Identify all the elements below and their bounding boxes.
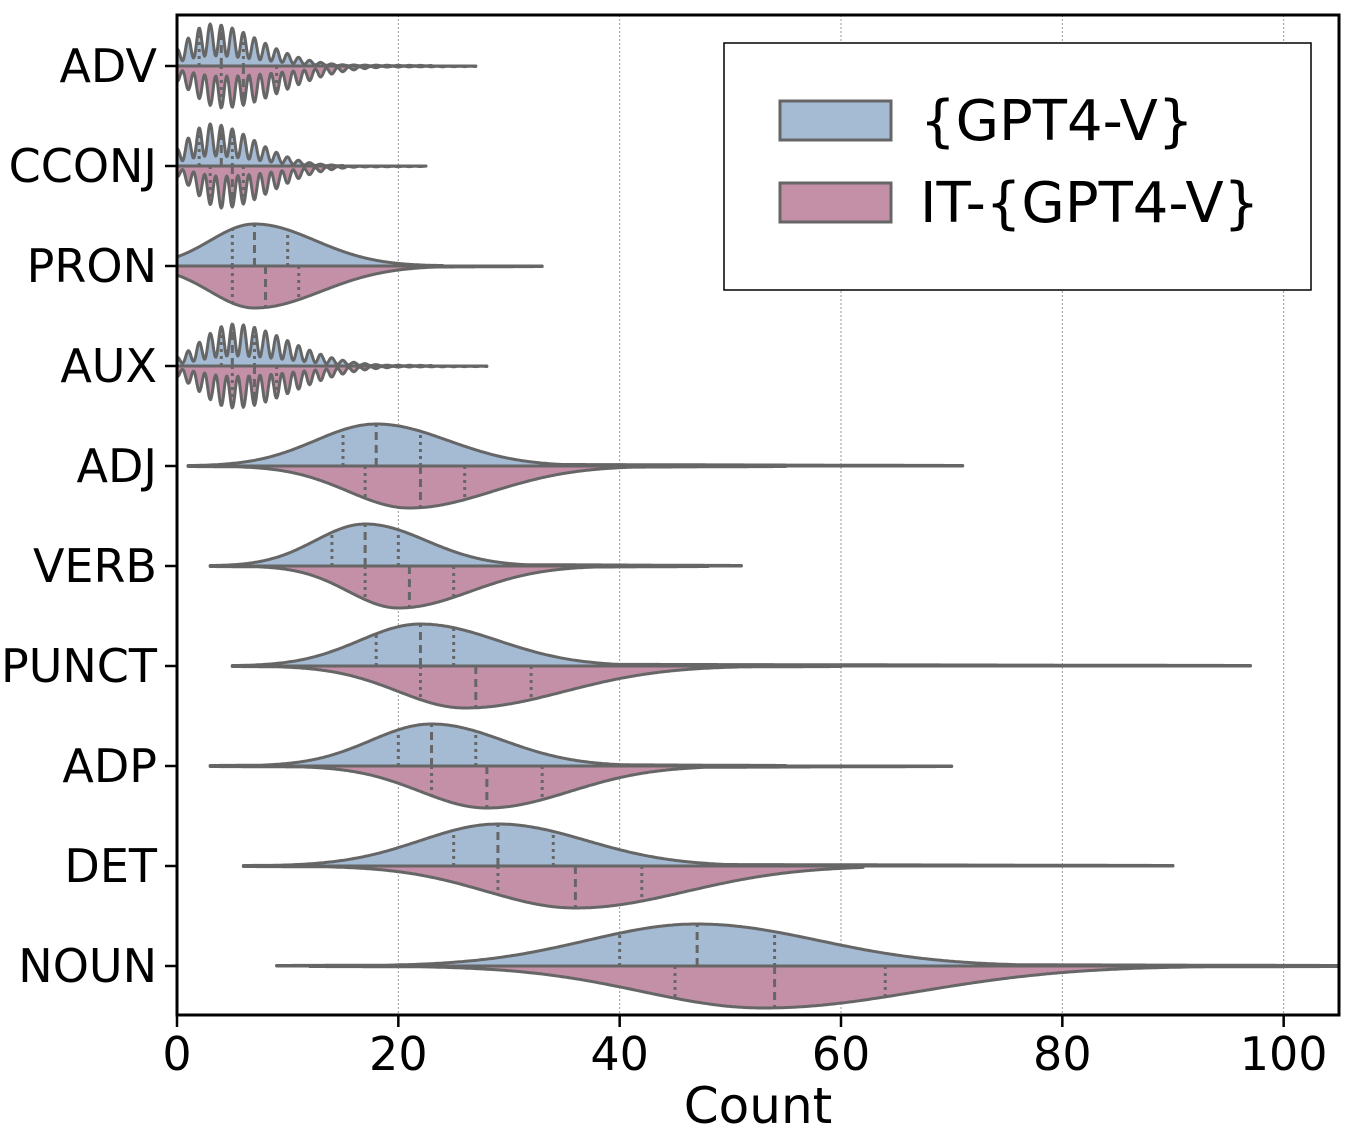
violin-plots: [175, 22, 1341, 1010]
violin-punct-gpt4v: [230, 622, 1252, 668]
legend-swatch-it-gpt4v: [778, 181, 893, 224]
legend: {GPT4-V} IT-{GPT4-V}: [723, 42, 1312, 291]
x-tick-label-20: 20: [369, 1027, 428, 1081]
y-tick-label-punct: PUNCT: [1, 639, 158, 693]
violin-noun-it-gpt4v: [308, 964, 1341, 1010]
x-axis-title: Count: [684, 1077, 833, 1135]
violin-punct-it-gpt4v: [230, 664, 843, 710]
violin-det-gpt4v: [241, 822, 1175, 868]
axes: 0 20 40 60 80 100 ADV CCONJ PRON AUX ADJ VERB PUNCT A…: [1, 39, 1328, 1081]
y-tick-label-adj: ADJ: [77, 439, 157, 493]
violin-adj-it-gpt4v: [186, 464, 788, 510]
y-tick-label-aux: AUX: [60, 339, 157, 393]
violin-aux-it-gpt4v: [175, 364, 489, 410]
y-tick-label-pron: PRON: [27, 239, 157, 293]
violin-verb-gpt4v: [208, 522, 743, 568]
legend-label-gpt4v: {GPT4-V}: [920, 89, 1194, 154]
legend-box: [723, 42, 1312, 291]
violin-adv-gpt4v: [175, 22, 433, 68]
legend-swatch-gpt4v: [778, 99, 893, 142]
x-tick-label-60: 60: [812, 1027, 871, 1081]
violin-det-it-gpt4v: [241, 864, 865, 910]
violin-cconj-gpt4v: [175, 122, 345, 168]
violin-pron-gpt4v: [175, 222, 445, 268]
plot-frame: [175, 13, 1341, 1017]
violin-verb-it-gpt4v: [208, 564, 710, 610]
violin-adp-gpt4v: [208, 722, 788, 768]
y-tick-label-adv: ADV: [59, 39, 157, 93]
y-tick-label-cconj: CCONJ: [9, 139, 157, 193]
violin-aux-gpt4v: [175, 322, 433, 368]
x-tick-label-80: 80: [1033, 1027, 1092, 1081]
legend-label-it-gpt4v: IT-{GPT4-V}: [920, 171, 1259, 236]
violin-adp-it-gpt4v: [208, 764, 954, 810]
violin-noun-gpt4v: [275, 922, 1341, 968]
y-tick-label-noun: NOUN: [18, 939, 157, 993]
x-tick-label-0: 0: [162, 1027, 191, 1081]
y-tick-label-adp: ADP: [62, 739, 157, 793]
x-tick-label-100: 100: [1240, 1027, 1328, 1081]
y-tick-label-verb: VERB: [33, 539, 157, 593]
x-tick-label-40: 40: [590, 1027, 649, 1081]
violin-adj-gpt4v: [186, 422, 965, 468]
violin-cconj-it-gpt4v: [175, 164, 428, 210]
y-tick-label-det: DET: [64, 839, 157, 893]
